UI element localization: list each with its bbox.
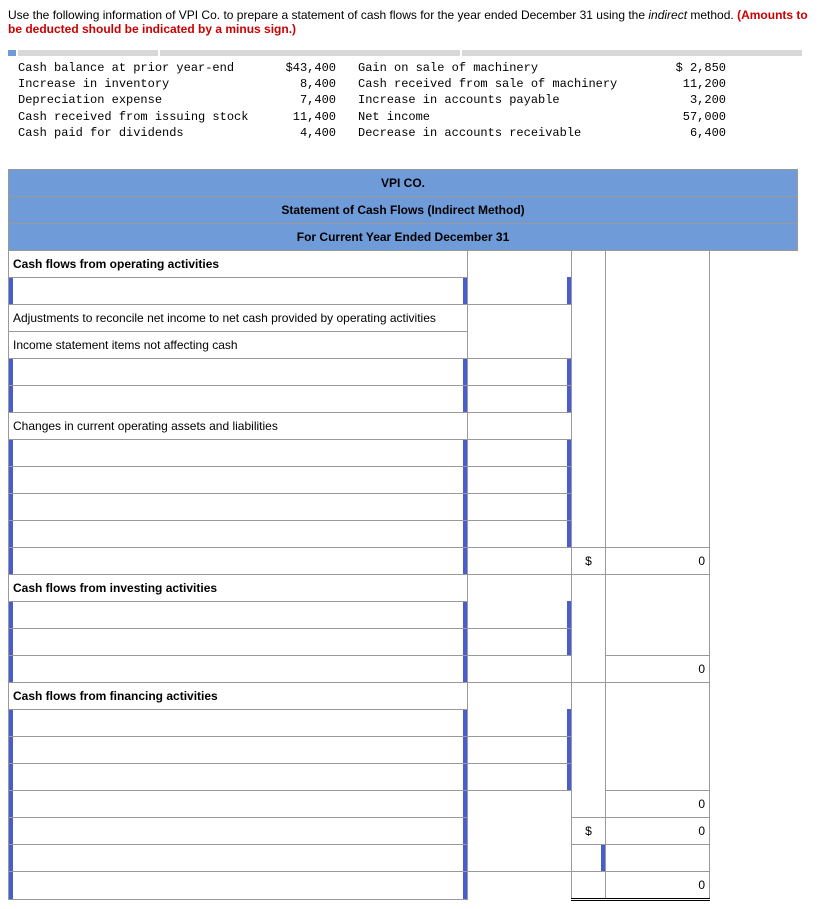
section-investing: Cash flows from investing activities	[9, 574, 468, 601]
section-adjustments: Adjustments to reconcile net income to n…	[9, 304, 468, 331]
input-amt[interactable]	[468, 709, 572, 736]
cell-blank	[606, 250, 710, 277]
input-amt[interactable]	[468, 736, 572, 763]
g-v-1: 8,400	[266, 76, 336, 92]
input-amt[interactable]	[468, 466, 572, 493]
g-l2-3: Net income	[358, 109, 656, 125]
g-v-3: 11,400	[266, 109, 336, 125]
input-amt[interactable]	[468, 385, 572, 412]
g-l2-4: Decrease in accounts receivable	[358, 125, 656, 141]
g-v-0: $43,400	[266, 60, 336, 76]
dropdown-label[interactable]	[9, 277, 468, 304]
section-changes: Changes in current operating assets and …	[9, 412, 468, 439]
g-v2-1: 11,200	[656, 76, 726, 92]
instructions: Use the following information of VPI Co.…	[8, 8, 816, 36]
hdr-period: For Current Year Ended December 31	[9, 223, 798, 250]
dropdown-label[interactable]	[9, 547, 468, 574]
dropdown-label[interactable]	[9, 466, 468, 493]
dropdown-label[interactable]	[9, 655, 468, 682]
instructions-italic: indirect	[648, 8, 687, 22]
dropdown-label[interactable]	[9, 817, 468, 844]
hdr-company: VPI CO.	[9, 169, 798, 196]
input-amt[interactable]	[468, 763, 572, 790]
input-amt[interactable]	[468, 439, 572, 466]
dollar-sign: $	[572, 817, 606, 844]
g-l-2: Depreciation expense	[18, 92, 266, 108]
dropdown-label[interactable]	[9, 763, 468, 790]
divider-bar	[8, 50, 816, 56]
g-l-4: Cash paid for dividends	[18, 125, 266, 141]
instructions-text-2: method.	[687, 8, 737, 22]
dropdown-label[interactable]	[9, 601, 468, 628]
g-v2-4: 6,400	[656, 125, 726, 141]
g-l2-2: Increase in accounts payable	[358, 92, 656, 108]
section-income-items: Income statement items not affecting cas…	[9, 331, 468, 358]
g-l2-0: Gain on sale of machinery	[358, 60, 656, 76]
g-l-0: Cash balance at prior year-end	[18, 60, 266, 76]
g-l-1: Increase in inventory	[18, 76, 266, 92]
cell-blank	[572, 250, 606, 277]
input-amt[interactable]	[468, 520, 572, 547]
instructions-text-1: Use the following information of VPI Co.…	[8, 8, 648, 22]
total-zero: 0	[606, 817, 710, 844]
total-zero: 0	[606, 871, 710, 899]
dollar-sign: $	[572, 547, 606, 574]
cell-blank	[468, 250, 572, 277]
dropdown-label[interactable]	[9, 628, 468, 655]
dropdown-label[interactable]	[9, 709, 468, 736]
hdr-title: Statement of Cash Flows (Indirect Method…	[9, 196, 798, 223]
dropdown-label[interactable]	[9, 439, 468, 466]
g-v2-2: 3,200	[656, 92, 726, 108]
cell-out	[710, 250, 798, 277]
g-v2-3: 57,000	[656, 109, 726, 125]
dropdown-label[interactable]	[9, 844, 468, 871]
g-v-2: 7,400	[266, 92, 336, 108]
cash-flow-statement-table: VPI CO. Statement of Cash Flows (Indirec…	[8, 169, 798, 901]
input-amt[interactable]	[572, 844, 606, 871]
section-financing: Cash flows from financing activities	[9, 682, 468, 709]
g-l-3: Cash received from issuing stock	[18, 109, 266, 125]
g-l2-1: Cash received from sale of machinery	[358, 76, 656, 92]
dropdown-label[interactable]	[9, 358, 468, 385]
dropdown-label[interactable]	[9, 871, 468, 899]
total-zero: 0	[606, 655, 710, 682]
dropdown-label[interactable]	[9, 520, 468, 547]
input-amt[interactable]	[468, 628, 572, 655]
dropdown-label[interactable]	[9, 736, 468, 763]
g-v-4: 4,400	[266, 125, 336, 141]
given-data-table: Cash balance at prior year-end$43,400 Gai…	[18, 60, 816, 141]
input-amt[interactable]	[468, 277, 572, 304]
input-amt[interactable]	[468, 358, 572, 385]
dropdown-label[interactable]	[9, 493, 468, 520]
input-amt[interactable]	[468, 493, 572, 520]
input-amt[interactable]	[468, 601, 572, 628]
dropdown-label[interactable]	[9, 385, 468, 412]
total-zero: 0	[606, 547, 710, 574]
g-v2-0: $ 2,850	[656, 60, 726, 76]
section-operating: Cash flows from operating activities	[9, 250, 468, 277]
